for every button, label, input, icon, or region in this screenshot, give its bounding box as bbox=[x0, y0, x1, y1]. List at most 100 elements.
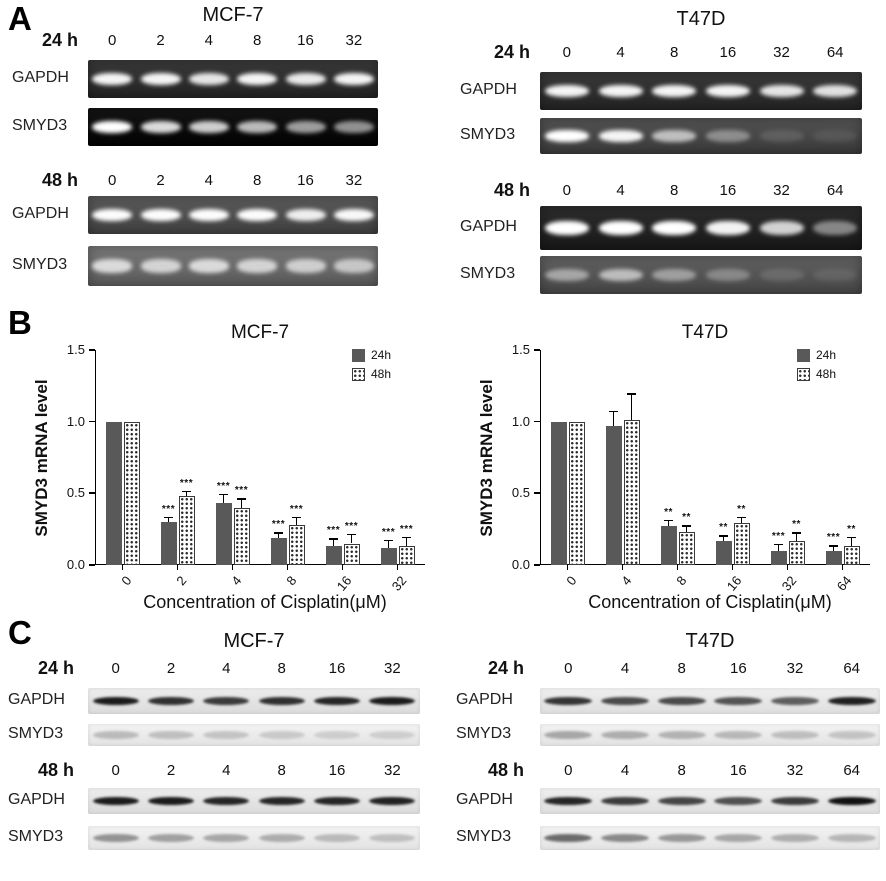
blot-band bbox=[657, 797, 706, 805]
concentration-label: 64 bbox=[826, 182, 844, 199]
significance-stars: *** bbox=[326, 525, 341, 537]
smyd3-gel-strip bbox=[540, 256, 862, 294]
blot-band bbox=[657, 697, 706, 705]
error-bar bbox=[685, 526, 688, 533]
bar-24h-16 bbox=[325, 546, 342, 565]
concentration-label: 8 bbox=[252, 172, 262, 189]
gel-band bbox=[544, 129, 589, 143]
x-tick bbox=[566, 565, 569, 570]
legend-item-24h: 24h bbox=[797, 348, 836, 362]
error-bar bbox=[667, 520, 670, 527]
blot-band bbox=[544, 697, 593, 705]
blot-band bbox=[544, 834, 593, 842]
target-label: GAPDH bbox=[8, 791, 65, 808]
y-tick-label: 0.5 bbox=[511, 485, 530, 501]
legend-item-24h: 24h bbox=[352, 348, 391, 362]
error-bar-cap bbox=[847, 536, 856, 539]
concentration-label: 2 bbox=[156, 172, 165, 189]
concentration-label: 4 bbox=[204, 32, 213, 49]
blot-band bbox=[203, 731, 250, 739]
bar-48h-16 bbox=[733, 523, 750, 565]
blot-band bbox=[714, 731, 763, 739]
blot-band bbox=[148, 834, 194, 842]
blot-band bbox=[657, 731, 706, 739]
concentration-label: 32 bbox=[383, 660, 401, 677]
blot-band bbox=[771, 731, 819, 739]
blot-band bbox=[827, 797, 876, 805]
concentration-label: 16 bbox=[729, 762, 747, 779]
error-bar bbox=[222, 494, 225, 504]
bar-24h-4 bbox=[215, 503, 232, 565]
chart-axes bbox=[95, 350, 425, 565]
error-bar-cap bbox=[347, 533, 356, 536]
x-tick bbox=[121, 565, 124, 570]
gel-band bbox=[285, 72, 326, 86]
gel-band bbox=[92, 208, 133, 222]
gel-band bbox=[759, 84, 804, 98]
gel-band bbox=[188, 259, 229, 273]
target-label: SMYD3 bbox=[456, 828, 512, 845]
time-label: 48 h bbox=[37, 760, 74, 780]
blot-band bbox=[92, 697, 139, 705]
blot-band bbox=[314, 797, 360, 805]
bar-24h-0 bbox=[105, 421, 122, 565]
y-tick-label: 0.0 bbox=[511, 557, 530, 572]
concentration-label: 0 bbox=[562, 44, 571, 61]
legend-item-48h: 48h bbox=[352, 367, 391, 381]
blot-band bbox=[827, 834, 876, 842]
gel-band bbox=[652, 268, 697, 282]
bar-24h-32 bbox=[770, 550, 787, 565]
concentration-label: 16 bbox=[328, 660, 346, 677]
gel-band bbox=[188, 120, 229, 134]
smyd3-blot-strip bbox=[540, 724, 880, 746]
bar-24h-16 bbox=[715, 540, 732, 565]
bar-24h-8 bbox=[660, 526, 677, 565]
error-bar bbox=[612, 411, 615, 426]
gel-band bbox=[285, 208, 326, 222]
error-bar bbox=[387, 540, 390, 548]
gel-band bbox=[705, 84, 750, 98]
error-bar-cap bbox=[182, 490, 191, 493]
target-label: GAPDH bbox=[460, 81, 517, 98]
y-axis-label: SMYD3 mRNA level bbox=[32, 378, 51, 537]
gel-band bbox=[285, 259, 326, 273]
blot-band bbox=[601, 697, 649, 705]
legend-label-48h: 48h bbox=[371, 367, 392, 381]
y-tick bbox=[89, 349, 95, 351]
gel-band bbox=[140, 120, 181, 134]
concentration-label: 0 bbox=[107, 172, 117, 189]
blot-band bbox=[314, 697, 360, 705]
gel-band bbox=[705, 129, 750, 143]
blot-band bbox=[714, 834, 763, 842]
x-tick bbox=[176, 565, 179, 570]
x-tick bbox=[396, 565, 399, 570]
legend-swatch-24h bbox=[797, 348, 810, 362]
chart-title: T47D bbox=[681, 322, 729, 343]
gel-band bbox=[598, 129, 643, 143]
blot-band bbox=[258, 834, 305, 842]
blot-band bbox=[92, 834, 139, 842]
error-bar-cap bbox=[829, 545, 838, 547]
x-axis-label: Concentration of Cisplatin(μM) bbox=[588, 592, 832, 612]
blot-band bbox=[203, 834, 250, 842]
blot-band bbox=[148, 697, 194, 705]
target-label: SMYD3 bbox=[12, 117, 68, 134]
panel-c-label: C bbox=[8, 614, 32, 651]
concentration-label: 64 bbox=[843, 762, 860, 779]
cell-line-title: MCF-7 bbox=[223, 630, 285, 652]
blot-band bbox=[148, 731, 194, 739]
error-bar bbox=[405, 537, 408, 547]
significance-stars: ** bbox=[719, 522, 728, 534]
significance-stars: ** bbox=[792, 519, 801, 531]
concentration-label: 8 bbox=[277, 660, 286, 677]
blot-band bbox=[601, 731, 649, 739]
gapdh-gel-strip bbox=[540, 206, 862, 250]
bar-48h-4 bbox=[233, 507, 250, 565]
time-label: 48 h bbox=[41, 170, 78, 190]
significance-stars: *** bbox=[216, 480, 231, 492]
legend-swatch-24h bbox=[352, 348, 365, 362]
bar-24h-4 bbox=[605, 425, 622, 565]
gel-band bbox=[598, 220, 643, 236]
blot-band bbox=[203, 797, 250, 805]
smyd3-gel-strip bbox=[88, 108, 378, 146]
